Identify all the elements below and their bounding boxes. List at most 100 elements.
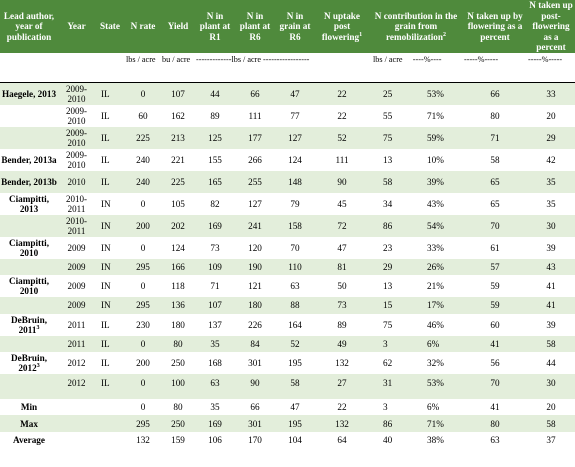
summary-n-remob: 3 6% [369,399,463,416]
units-remob: lbs / acre ----%---- [369,52,463,83]
cell-n-rate: 230 [136,319,150,330]
summary-row: Average 132 159 106 170 104 64 40 38% 63 37 [0,432,575,449]
cell-n-plant-r1: 125 [208,132,222,143]
spacer-cell [275,391,315,399]
cell-lead-author [0,336,58,353]
cell-n-post-flowering-pct: 41 [546,300,556,311]
cell-n-remob: 23 33% [369,237,463,259]
cell-n-plant-r6: 66 [250,88,260,99]
author-text: Bender, 2013b [1,176,57,187]
table-row: Ciampitti, 2010 2009 IN 0 124 73 120 70 47 23 33% 6… [0,237,575,259]
spacer-cell [463,391,527,399]
summary-n-uptake: 132 [335,418,349,429]
cell-lead-author: Bender, 2013a [0,149,58,171]
cell-n-rate: 0 [140,88,146,99]
cell-n-uptake: 22 [337,110,347,121]
author-text: DeBruin, 2012 [11,353,47,374]
cell-year: 2009-2010 [66,105,87,126]
remob-lbs: 62 [383,358,393,369]
summary-n-rate: 295 [136,418,150,429]
cell-n-post-flowering-pct: 42 [546,154,556,165]
units-flower-pct: -----%----- [463,52,527,83]
remob-lbs: 75 [383,319,393,330]
cell-state: IL [101,176,110,187]
cell-yield: 107 [171,88,185,99]
author-footnote: 3 [36,324,40,331]
cell-n-rate: 295 [136,300,150,311]
cell-n-remob: 34 43% [369,193,463,215]
cell-n-post-flowering-pct: 39 [546,242,556,253]
summary-n-post-flowering-pct: 37 [546,435,556,446]
cell-n-flowering-pct: 65 [490,176,500,187]
remob-lbs: 15 [383,300,393,311]
cell-n-uptake: 72 [337,220,347,231]
cell-n-plant-r6: 121 [248,281,262,292]
cell-n-plant-r6: 266 [248,154,262,165]
cell-yield: 80 [173,338,183,349]
cell-n-rate: 0 [140,338,146,349]
cell-n-grain-r6: 70 [290,242,300,253]
cell-n-post-flowering-pct: 43 [546,261,556,272]
cell-yield: 221 [171,154,185,165]
cell-n-post-flowering-pct: 30 [546,220,556,231]
table-row: DeBruin, 20113 2011 IL 230 180 137 226 164 89 75 4… [0,314,575,336]
table-row: Bender, 2013b 2010 IL 240 225 165 255 148 90 58 39… [0,170,575,193]
units-remob-pct: ----%---- [412,54,442,64]
cell-n-plant-r1: 107 [208,300,222,311]
cell-n-plant-r1: 109 [208,261,222,272]
summary-label: Max [20,418,38,429]
cell-n-rate: 225 [136,132,150,143]
author-text: DeBruin, 2011 [11,314,47,335]
cell-n-grain-r6: 158 [288,220,302,231]
remob-lbs: 86 [383,220,393,231]
spacer-row [0,390,575,399]
units-blank [0,52,58,83]
cell-n-post-flowering-pct: 58 [546,338,556,349]
cell-n-uptake: 111 [335,154,349,165]
summary-empty [95,399,125,416]
cell-n-plant-r1: 89 [210,110,220,121]
cell-year: 2012 [67,377,86,388]
cell-n-grain-r6: 63 [290,281,300,292]
cell-year: 2009 [67,281,86,292]
header-footnote-2: 2 [443,31,446,38]
cell-n-plant-r6: 226 [248,319,262,330]
cell-state: IL [101,132,110,143]
cell-n-uptake: 52 [337,132,347,143]
cell-yield: 166 [171,261,185,272]
remob-lbs: 58 [383,176,393,187]
summary-remob-pct: 38% [427,435,444,446]
cell-lead-author: Ciampitti, 2013 [0,193,58,215]
header-n-remobilization: N contribution in the grain from remobil… [369,0,463,53]
summary-n-grain-r6: 104 [288,435,302,446]
cell-n-uptake: 45 [337,198,347,209]
spacer-cell [161,391,195,399]
cell-lead-author: Haegele, 2013 [0,83,58,105]
cell-state: IL [101,110,110,121]
cell-n-flowering-pct: 61 [490,242,500,253]
cell-n-plant-r6: 177 [248,132,262,143]
cell-n-uptake: 22 [337,88,347,99]
cell-n-grain-r6: 88 [290,300,300,311]
cell-state: IL [101,358,110,369]
cell-n-rate: 0 [140,242,146,253]
author-footnote: 3 [36,363,40,370]
summary-n-uptake: 22 [337,402,347,413]
summary-n-grain-r6: 195 [288,418,302,429]
cell-lead-author: DeBruin, 20113 [0,314,58,336]
cell-n-plant-r1: 71 [210,281,220,292]
remob-pct: 6% [427,338,440,349]
remob-pct: 10% [427,154,444,165]
cell-n-flowering-pct: 70 [490,220,500,231]
cell-n-plant-r6: 180 [248,300,262,311]
summary-n-post-flowering-pct: 20 [546,402,556,413]
remob-pct: 26% [427,261,444,272]
cell-n-flowering-pct: 41 [490,338,500,349]
summary-empty [58,432,95,449]
cell-n-uptake: 47 [337,242,347,253]
summary-yield: 250 [171,418,185,429]
cell-yield: 250 [171,358,185,369]
cell-lead-author [0,127,58,149]
cell-state: IL [101,319,110,330]
cell-year: 2010-2011 [66,193,87,214]
